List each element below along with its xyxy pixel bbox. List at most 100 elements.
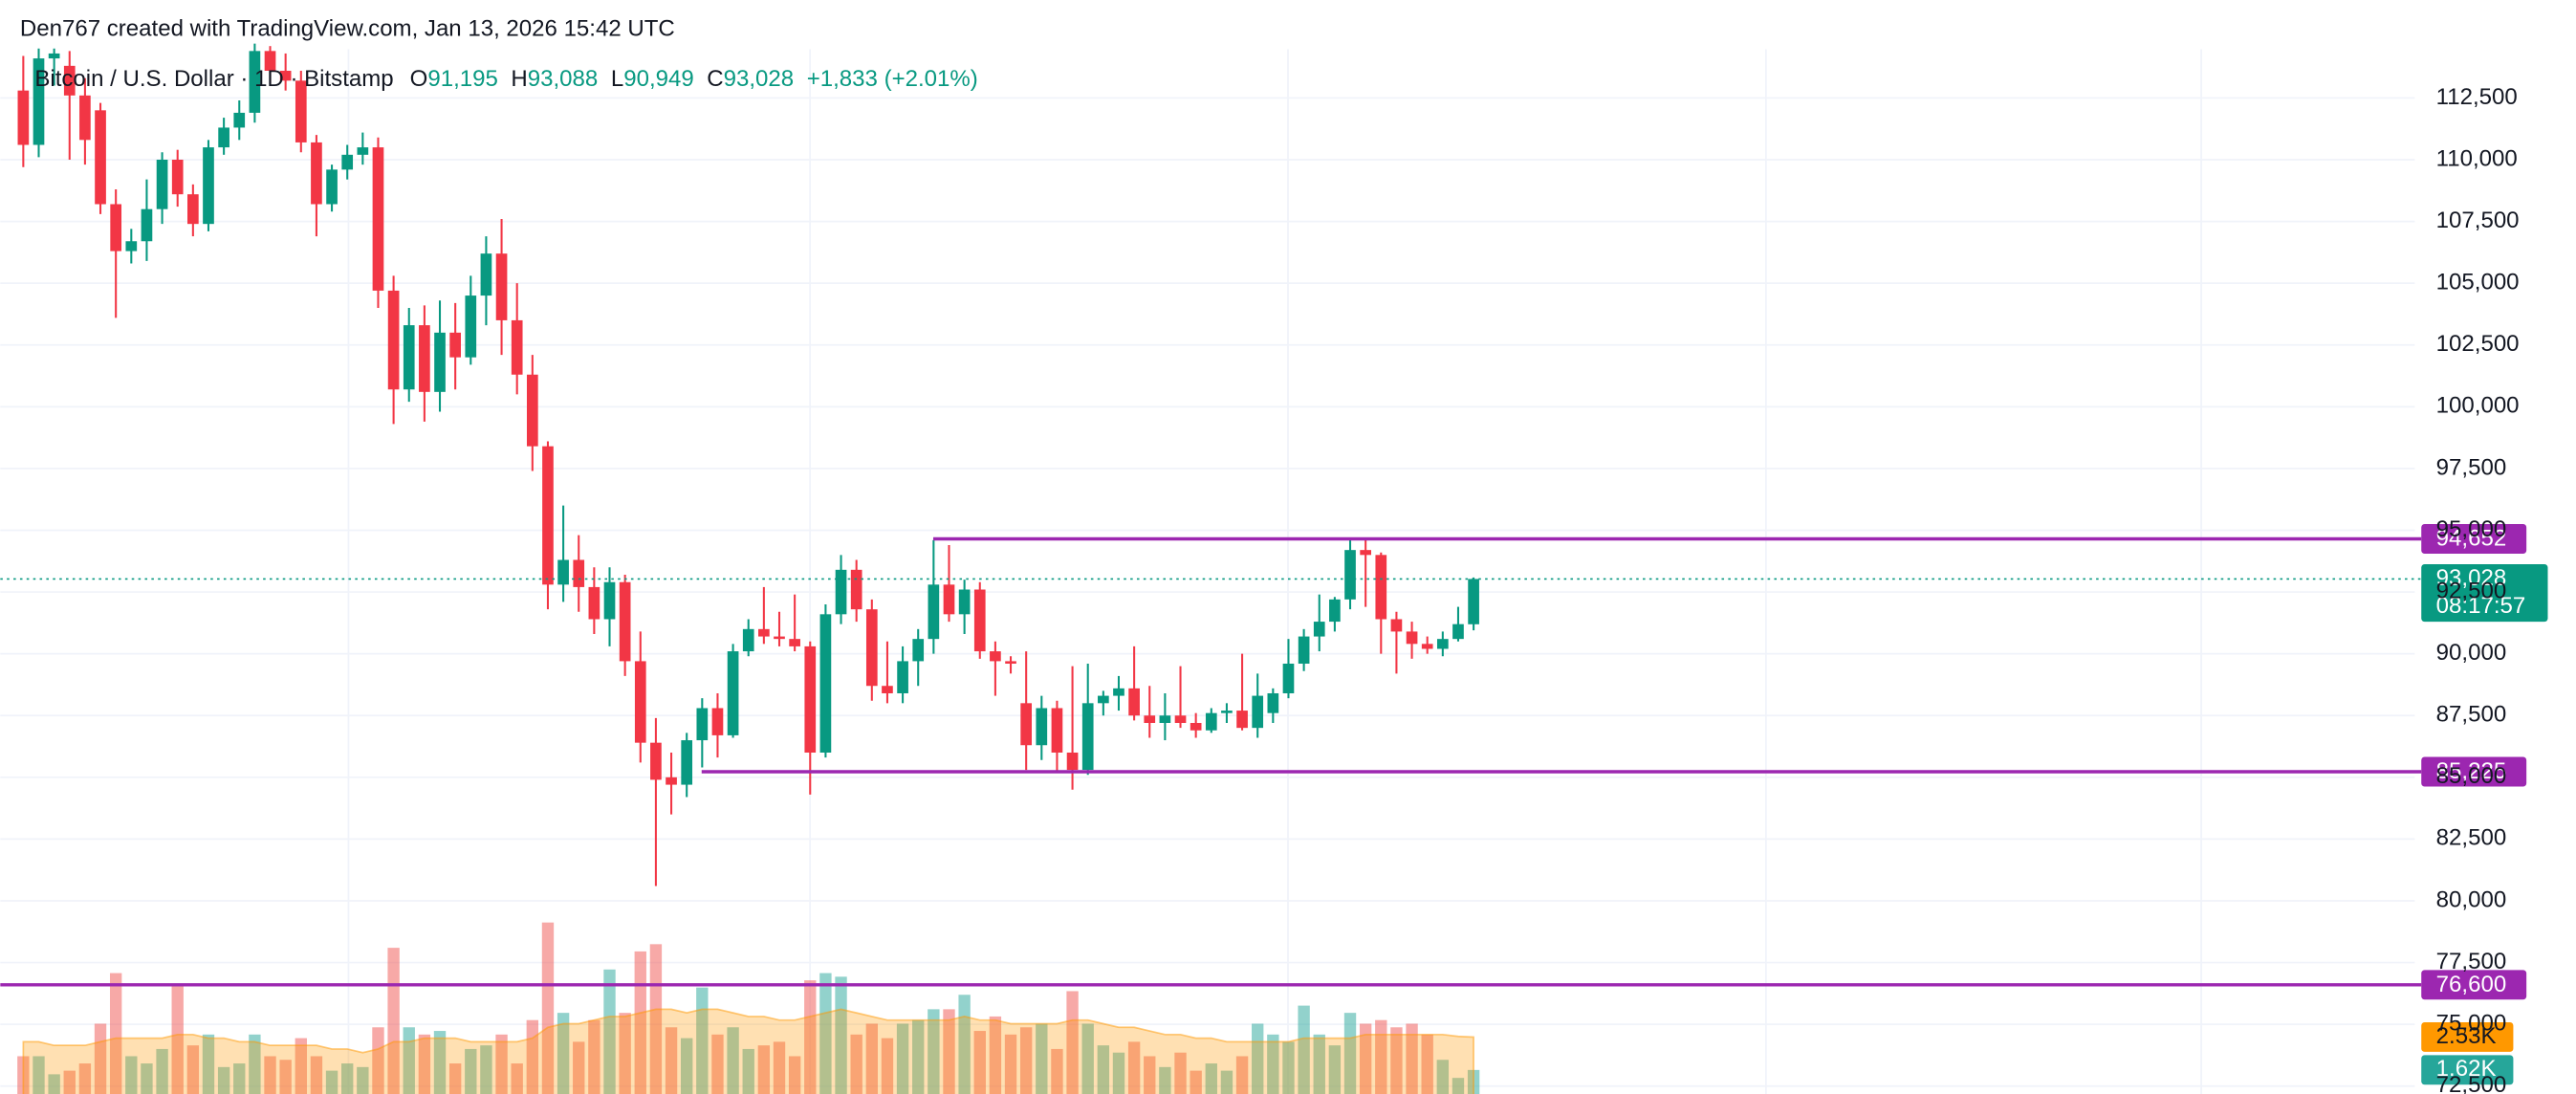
candle-body — [573, 559, 585, 587]
volume-bar — [881, 1038, 894, 1094]
candle-body — [928, 584, 940, 640]
volume-bar — [865, 1023, 878, 1094]
candle-body — [990, 651, 1001, 662]
volume-bar — [757, 1045, 771, 1094]
candle-body — [542, 446, 554, 585]
grid — [0, 49, 2415, 1094]
candle-body — [1128, 688, 1140, 716]
candle-body — [1282, 663, 1295, 693]
volume-box — [2421, 1055, 2514, 1085]
y-tick-label: 80,000 — [2436, 886, 2507, 912]
volume-bar — [78, 1063, 92, 1094]
candle-body — [156, 160, 168, 209]
candle-body — [387, 290, 400, 390]
candle-body — [634, 661, 646, 743]
candle-body — [403, 325, 415, 390]
candle-body — [681, 740, 693, 785]
volume-bar — [912, 1019, 925, 1094]
candle-body — [603, 581, 616, 620]
change: +1,833 (+2.01%) — [807, 67, 978, 93]
y-tick-label: 75,000 — [2436, 1010, 2507, 1036]
candle-body — [742, 628, 754, 652]
level-label: 76,600 — [2436, 972, 2507, 997]
candle-body — [1036, 708, 1048, 746]
last-price-box — [2421, 563, 2548, 623]
volume-bar — [279, 1060, 292, 1094]
close-value: 93,028 — [724, 67, 795, 93]
level-label: 85,225 — [2436, 758, 2507, 784]
low-label: L — [611, 67, 623, 93]
volume-bar — [433, 1031, 447, 1094]
volume-bar — [1081, 1023, 1094, 1094]
candle-body — [973, 589, 986, 652]
candle-body — [511, 319, 523, 375]
volume-bar — [1112, 1052, 1125, 1094]
volume-bar — [403, 1027, 415, 1094]
volume-bar — [1328, 1045, 1342, 1094]
volume-bar — [357, 1066, 369, 1094]
volume-bar — [1375, 1019, 1387, 1094]
volume-bar — [989, 1016, 1002, 1094]
y-tick-label: 112,500 — [2436, 84, 2518, 110]
volume-bar — [727, 1027, 739, 1094]
volume-bar — [603, 969, 616, 1094]
y-tick-label: 90,000 — [2436, 640, 2507, 666]
candle-body — [1144, 715, 1156, 723]
candle-body — [1360, 550, 1371, 556]
candle-body — [819, 614, 832, 753]
candle-body — [1421, 644, 1433, 649]
candle-body — [465, 295, 477, 358]
candle-body — [958, 589, 971, 615]
candle-body — [357, 147, 369, 155]
volume-bar — [1036, 1023, 1048, 1094]
candle-body — [480, 253, 492, 296]
candle-body — [865, 609, 878, 687]
volume-bar — [1205, 1063, 1217, 1094]
volume-bar — [325, 1070, 338, 1094]
volume-bar — [1390, 1027, 1403, 1094]
volume-bar — [943, 1009, 955, 1094]
volume-bar — [1159, 1066, 1171, 1094]
volume-bar — [742, 1048, 754, 1094]
candles — [17, 43, 1479, 886]
candle-body — [1190, 722, 1202, 731]
volume-pane — [17, 922, 1480, 1094]
candle-body — [1267, 692, 1279, 713]
volume-bar — [1127, 1041, 1141, 1094]
volume-bar — [125, 1056, 138, 1094]
candle-body — [218, 127, 229, 148]
volume-ma-label: 2.53K — [2436, 1023, 2497, 1049]
y-tick-label: 77,500 — [2436, 949, 2507, 974]
candle-body — [1329, 599, 1341, 623]
volume-bar — [33, 1056, 45, 1094]
volume-bar — [171, 983, 184, 1094]
candle-body — [1020, 703, 1033, 746]
candle-body — [110, 204, 122, 252]
volume-bar — [264, 1056, 276, 1094]
volume-bar — [310, 1056, 323, 1094]
level-label: 94,652 — [2436, 526, 2507, 552]
candle-body — [1098, 695, 1109, 704]
price-axis: 72,500 75,000 77,500 80,000 82,500 85,000 87,5… — [2436, 84, 2520, 1094]
volume-bar — [696, 987, 709, 1094]
volume-bar — [1282, 1041, 1295, 1094]
candle-body — [912, 639, 925, 662]
high-label: H — [511, 67, 527, 93]
volume-bar — [928, 1009, 940, 1094]
candle-body — [171, 160, 184, 195]
volume-bar — [1298, 1005, 1310, 1094]
volume-bar — [1421, 1034, 1433, 1094]
close-label: C — [707, 67, 723, 93]
candle-body — [434, 332, 446, 392]
candle-body — [850, 569, 862, 610]
candle-body — [696, 708, 709, 741]
high-value: 93,088 — [528, 67, 599, 93]
volume-label: 1.62K — [2436, 1056, 2497, 1082]
candle-body — [33, 58, 45, 145]
candle-body — [758, 628, 770, 637]
candle-body — [1313, 622, 1325, 637]
level-label-box — [2421, 524, 2527, 554]
candle-body — [1113, 688, 1124, 696]
candle-body — [943, 584, 955, 615]
volume-bar — [1235, 1056, 1249, 1094]
